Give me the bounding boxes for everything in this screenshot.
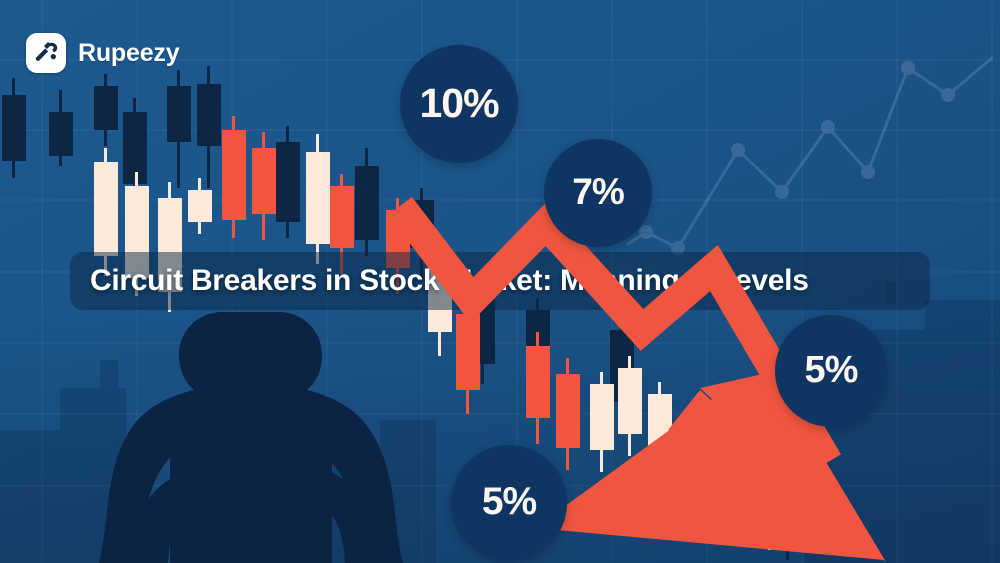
percent-bubble-5-bottom: 5% xyxy=(451,445,567,561)
brand-logo[interactable]: Rupeezy xyxy=(26,33,180,73)
percent-bubble-7: 7% xyxy=(544,139,652,247)
rupeezy-bull-mark-icon xyxy=(26,33,66,73)
percent-bubble-5-right: 5% xyxy=(775,315,887,427)
percent-bubble-5-right-label: 5% xyxy=(804,348,859,391)
background-line-series xyxy=(626,56,994,255)
percent-bubble-7-label: 7% xyxy=(572,171,624,212)
percent-bubble-10: 10% xyxy=(400,45,518,163)
brand-name: Rupeezy xyxy=(78,38,180,67)
percent-bubble-5-bottom-label: 5% xyxy=(481,480,537,523)
percent-bubble-10-label: 10% xyxy=(419,79,499,126)
